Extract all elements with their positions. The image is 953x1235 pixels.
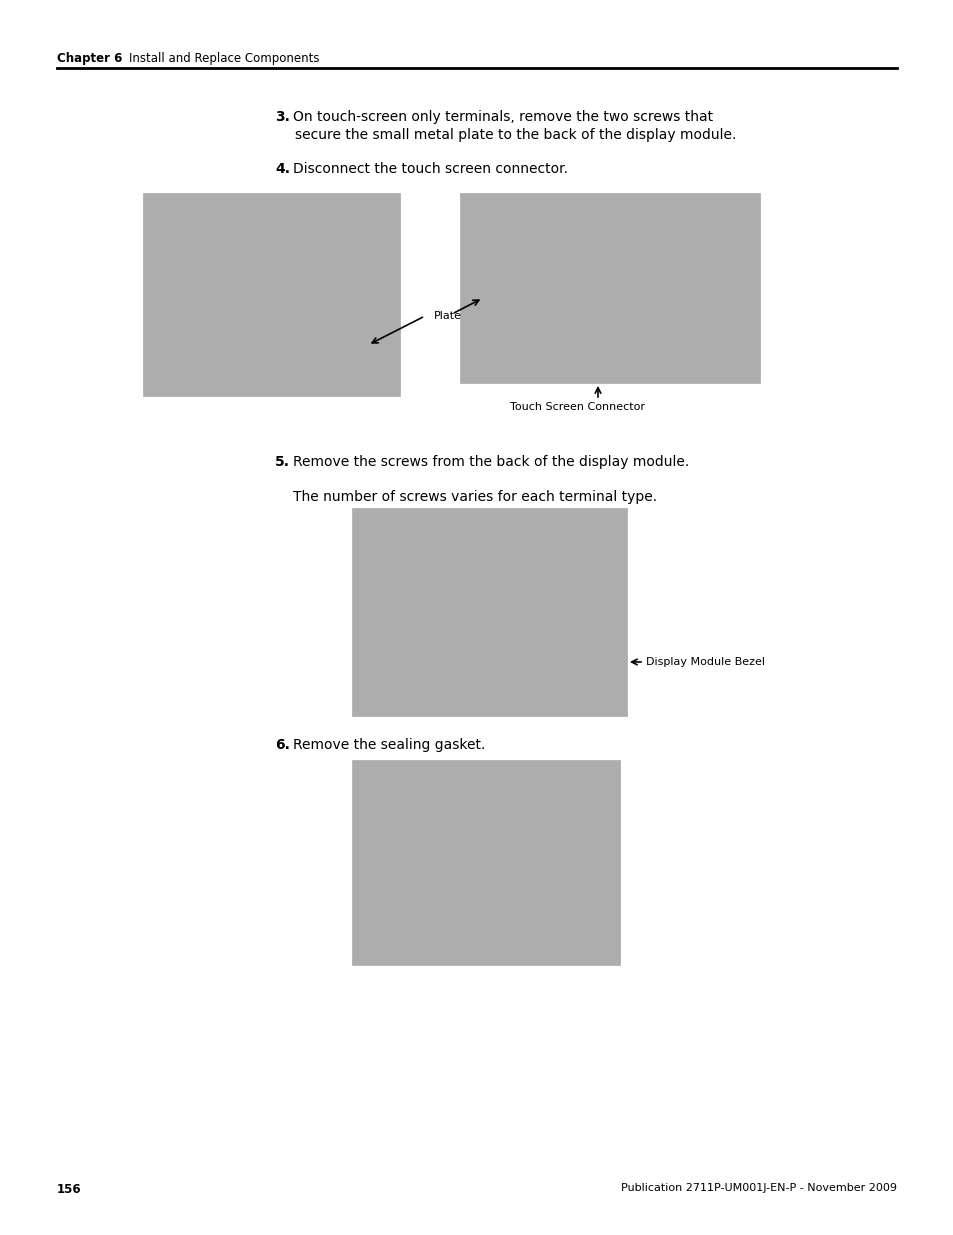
Text: Install and Replace Components: Install and Replace Components xyxy=(129,52,319,65)
Bar xyxy=(459,193,760,383)
Text: 4.: 4. xyxy=(274,162,290,177)
Text: Disconnect the touch screen connector.: Disconnect the touch screen connector. xyxy=(293,162,567,177)
Text: 6.: 6. xyxy=(274,739,290,752)
Text: Publication 2711P-UM001J-EN-P - November 2009: Publication 2711P-UM001J-EN-P - November… xyxy=(620,1183,896,1193)
Bar xyxy=(352,508,626,716)
Text: secure the small metal plate to the back of the display module.: secure the small metal plate to the back… xyxy=(294,128,736,142)
Bar xyxy=(352,760,619,965)
Text: Touch Screen Connector: Touch Screen Connector xyxy=(510,403,644,412)
Text: Remove the screws from the back of the display module.: Remove the screws from the back of the d… xyxy=(293,454,688,469)
Text: On touch-screen only terminals, remove the two screws that: On touch-screen only terminals, remove t… xyxy=(293,110,713,124)
Text: Chapter 6: Chapter 6 xyxy=(57,52,122,65)
Text: 156: 156 xyxy=(57,1183,82,1195)
Bar xyxy=(143,193,399,396)
Text: The number of screws varies for each terminal type.: The number of screws varies for each ter… xyxy=(293,490,657,504)
Text: 5.: 5. xyxy=(274,454,290,469)
Text: Display Module Bezel: Display Module Bezel xyxy=(645,657,764,667)
Text: Plate: Plate xyxy=(434,311,461,321)
Text: 3.: 3. xyxy=(274,110,290,124)
Text: Remove the sealing gasket.: Remove the sealing gasket. xyxy=(293,739,485,752)
